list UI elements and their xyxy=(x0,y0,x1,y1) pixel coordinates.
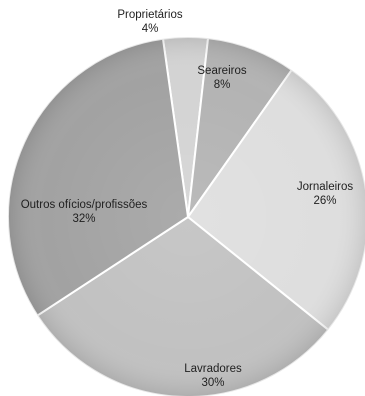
slice-label: Jornaleiros xyxy=(297,181,353,193)
slice-label: Proprietários xyxy=(117,9,182,21)
slice-label: Seareiros xyxy=(197,65,246,77)
pie-labels: Proprietários 4% Seareiros 8% Jornaleiros 26%… xyxy=(21,9,354,389)
slice-value-label: 4% xyxy=(142,23,159,35)
slice-value-label: 26% xyxy=(313,195,336,207)
pie-slices xyxy=(7,36,365,396)
slice-value-label: 8% xyxy=(214,79,231,91)
slice-value-label: 30% xyxy=(201,377,224,389)
slice-label: Lavradores xyxy=(184,363,242,375)
slice-label: Outros ofícios/profissões xyxy=(21,199,148,211)
slice-value-label: 32% xyxy=(72,213,95,225)
